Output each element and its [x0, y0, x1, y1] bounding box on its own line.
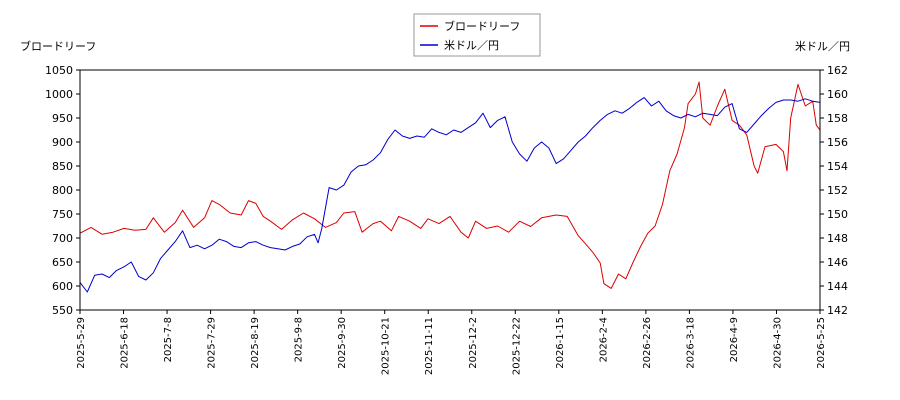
legend-label-usdjpy: 米ドル／円 — [444, 39, 499, 52]
left-axis: 550 600 650 700 750 800 850 900 950 1000 1050 — [45, 64, 80, 317]
legend-label-broadleaf: ブロードリーフ — [444, 19, 520, 33]
x-tick-label: 2025-12-2 — [468, 317, 479, 369]
right-axis: 142 144 146 148 150 152 154 156 158 160 162 — [820, 64, 848, 317]
x-tick-label: 2026-5-25 — [816, 317, 827, 369]
right-tick-label: 162 — [827, 64, 848, 77]
x-tick-label: 2025-7-8 — [163, 317, 174, 362]
x-axis: 2025-5-29 2025-6-18 2025-7-8 2025-7-29 2025-… — [76, 310, 827, 375]
right-axis-title: 米ドル／円 — [795, 40, 850, 53]
legend-box — [413, 13, 541, 57]
x-tick-label: 2026-2-4 — [598, 317, 609, 362]
legend: ブロードリーフ 米ドル／円 — [413, 13, 541, 57]
right-tick-label: 158 — [827, 112, 848, 125]
left-tick-label: 1000 — [45, 88, 73, 101]
series-layer — [79, 81, 821, 293]
left-tick-label: 600 — [52, 280, 73, 293]
right-tick-label: 160 — [827, 88, 848, 101]
left-axis-title: ブロードリーフ — [20, 39, 96, 53]
right-tick-label: 146 — [827, 256, 848, 269]
x-tick-label: 2025-5-29 — [76, 317, 87, 369]
x-tick-label: 2026-2-26 — [642, 317, 653, 369]
left-tick-label: 900 — [52, 136, 73, 149]
right-tick-label: 154 — [827, 160, 848, 173]
x-tick-label: 2025-8-19 — [250, 317, 261, 369]
x-tick-label: 2026-4-30 — [772, 317, 783, 369]
left-tick-label: 550 — [52, 304, 73, 317]
right-tick-label: 142 — [827, 304, 848, 317]
series-line-broadleaf — [79, 81, 821, 289]
plot-frame — [79, 69, 821, 311]
right-tick-label: 144 — [827, 280, 848, 293]
right-tick-label: 148 — [827, 232, 848, 245]
left-tick-label: 950 — [52, 112, 73, 125]
left-tick-label: 750 — [52, 208, 73, 221]
left-tick-label: 1050 — [45, 64, 73, 77]
left-tick-label: 700 — [52, 232, 73, 245]
x-tick-label: 2026-1-15 — [555, 317, 566, 369]
x-tick-label: 2026-4-9 — [729, 317, 740, 362]
x-tick-label: 2025-7-29 — [207, 317, 218, 369]
x-tick-label: 2025-11-11 — [424, 317, 435, 375]
left-tick-label: 650 — [52, 256, 73, 269]
series-line-usdjpy — [79, 97, 821, 293]
left-tick-label: 850 — [52, 160, 73, 173]
right-tick-label: 150 — [827, 208, 848, 221]
x-tick-label: 2025-6-18 — [120, 317, 131, 369]
x-tick-label: 2025-12-22 — [511, 317, 522, 375]
x-tick-label: 2025-10-21 — [381, 317, 392, 375]
x-tick-label: 2025-9-8 — [294, 317, 305, 362]
x-tick-label: 2025-9-30 — [337, 317, 348, 369]
left-tick-label: 800 — [52, 184, 73, 197]
right-tick-label: 152 — [827, 184, 848, 197]
right-tick-label: 156 — [827, 136, 848, 149]
x-tick-label: 2026-3-18 — [685, 317, 696, 369]
